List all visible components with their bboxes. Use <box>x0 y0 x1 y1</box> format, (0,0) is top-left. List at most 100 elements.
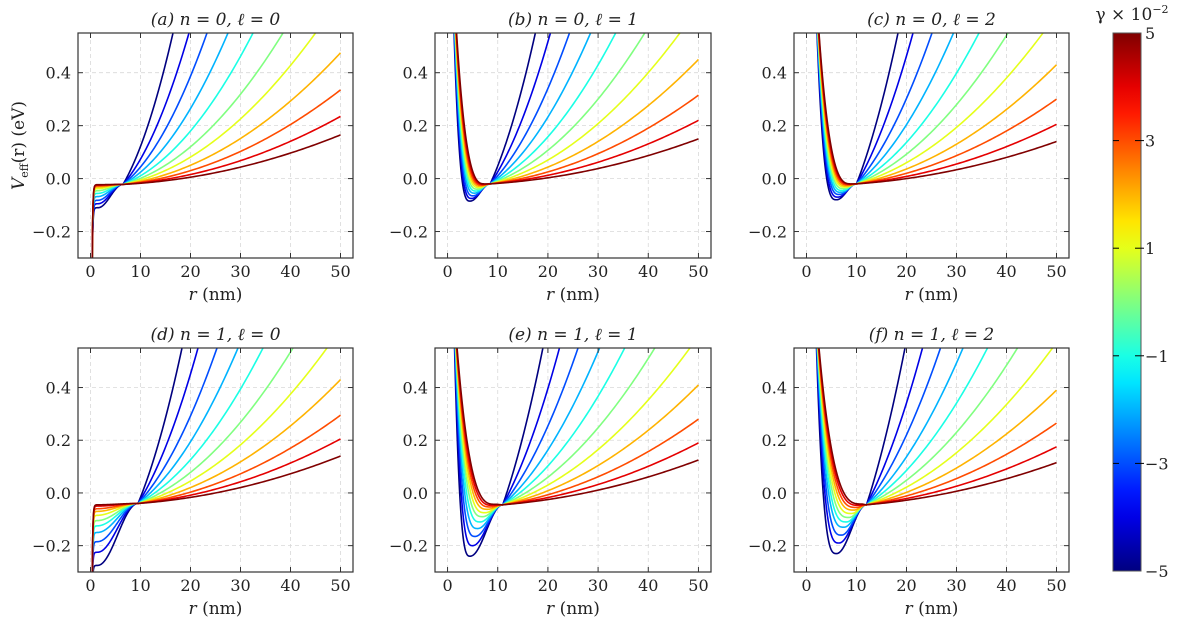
x-axis-label-unit: (nm) <box>554 285 600 305</box>
curve-gamma--1 <box>816 348 989 523</box>
x-tick-label: 50 <box>1046 576 1066 595</box>
x-axis-label: r (nm) <box>189 285 243 305</box>
x-tick-label: 40 <box>638 262 658 281</box>
curve-gamma-0 <box>91 33 284 258</box>
curves <box>815 348 1058 555</box>
subplot-title: (d) n = 1, ℓ = 0 <box>150 325 280 345</box>
x-tick-label: 0 <box>85 576 95 595</box>
colorbar-tick-label: −1 <box>1145 347 1169 366</box>
y-tick-label: −0.2 <box>748 537 787 556</box>
y-tick-label: 0.4 <box>403 379 428 398</box>
curve-gamma-1 <box>455 348 691 514</box>
subplot-e: 0 10 20 30 40 50 −0.2 0.0 0.2 0.4 (e) n = 1, ℓ = 1… <box>389 325 712 619</box>
subplot-c: 0 10 20 30 40 50 −0.2 0.0 0.2 0.4 (c) n = 0, ℓ = 2… <box>748 10 1070 305</box>
x-tick-label: 20 <box>180 262 200 281</box>
x-tick-label: 20 <box>896 576 916 595</box>
x-axis-label: r (nm) <box>905 599 959 619</box>
y-tick-label: 0.2 <box>762 117 787 136</box>
x-axis-label-unit: (nm) <box>197 599 243 619</box>
curve-gamma--5 <box>92 348 183 572</box>
y-axis-label: Veff(r) (eV) <box>9 101 31 190</box>
curve-gamma-5 <box>818 33 1057 185</box>
colorbar-tick-label: −3 <box>1145 454 1169 473</box>
curve-gamma-5 <box>91 134 341 258</box>
y-tick-label: 0.0 <box>403 170 428 189</box>
x-tick-label: 40 <box>996 576 1016 595</box>
subplot-d: 0 10 20 30 40 50 −0.2 0.0 0.2 0.4 (d) n = 1, ℓ = 0… <box>32 325 354 619</box>
curves <box>453 33 700 202</box>
axes-frame <box>77 347 354 573</box>
colorbar-gradient <box>1112 32 1142 572</box>
colorbar-label-main: γ × 10 <box>1095 5 1152 25</box>
axes-frame <box>434 32 712 259</box>
y-tick-label: 0.0 <box>762 170 787 189</box>
y-tick-label: 0.4 <box>403 64 428 83</box>
x-axis-label: r (nm) <box>905 285 959 305</box>
x-axis-label-var: r <box>905 285 914 305</box>
x-tick-label: 40 <box>638 576 658 595</box>
x-axis-label: r (nm) <box>546 285 600 305</box>
y-tick-label: 0.4 <box>762 379 787 398</box>
y-tick-label: −0.2 <box>32 537 71 556</box>
curve-gamma-3 <box>91 89 341 258</box>
curve-gamma-2 <box>91 379 342 572</box>
colorbar-tick-label: 5 <box>1145 24 1155 43</box>
x-axis-label-unit: (nm) <box>554 599 600 619</box>
x-tick-label: 10 <box>488 262 508 281</box>
x-tick-label: 0 <box>801 262 811 281</box>
curve-gamma--3 <box>454 348 579 538</box>
x-axis-label-var: r <box>546 285 555 305</box>
colorbar-tick-label: −5 <box>1145 562 1169 581</box>
y-tick-label: 0.0 <box>762 484 787 503</box>
x-tick-label: 50 <box>330 576 350 595</box>
x-axis-label-unit: (nm) <box>913 285 959 305</box>
x-tick-label: 0 <box>801 576 811 595</box>
x-axis-label-var: r <box>189 285 198 305</box>
curve-gamma--3 <box>91 33 208 258</box>
axes-frame <box>77 32 354 259</box>
x-axis-label-var: r <box>546 599 555 619</box>
y-tick-label: −0.2 <box>32 223 71 242</box>
x-tick-label: 50 <box>688 576 708 595</box>
x-tick-label: 30 <box>588 576 608 595</box>
curve-gamma-3 <box>91 414 341 572</box>
x-tick-label: 20 <box>538 262 558 281</box>
x-axis-label-unit: (nm) <box>913 599 959 619</box>
curve-gamma-4 <box>91 115 341 258</box>
curve-gamma--3 <box>91 348 218 572</box>
y-tick-label: 0.4 <box>46 64 71 83</box>
x-tick-label: 10 <box>488 576 508 595</box>
x-tick-label: 20 <box>180 576 200 595</box>
x-tick-label: 10 <box>130 576 150 595</box>
x-tick-label: 50 <box>330 262 350 281</box>
x-axis-label: r (nm) <box>189 599 243 619</box>
curve-gamma-4 <box>817 348 1057 507</box>
curve-gamma-0 <box>455 348 656 518</box>
x-tick-label: 40 <box>280 262 300 281</box>
x-axis-label: r (nm) <box>546 599 600 619</box>
curve-gamma-1 <box>817 348 1054 515</box>
y-tick-label: 0.0 <box>403 484 428 503</box>
curve-gamma--4 <box>454 348 561 547</box>
curves <box>453 348 700 557</box>
x-tick-label: 20 <box>538 576 558 595</box>
y-tick-label: −0.2 <box>389 537 428 556</box>
colorbar-tick-label: 1 <box>1145 239 1155 258</box>
colorbar-tick-label: 3 <box>1145 132 1155 151</box>
subplot-f: 0 10 20 30 40 50 −0.2 0.0 0.2 0.4 (f) n = 1, ℓ = 2… <box>748 325 1070 619</box>
y-tick-label: 0.2 <box>403 431 428 450</box>
y-axis-label-main: V <box>9 176 29 190</box>
colorbar: −5 −3 −1 1 3 5γ × 10−2 <box>1095 3 1168 581</box>
x-tick-label: 40 <box>280 576 300 595</box>
curve-gamma-3 <box>455 348 699 508</box>
y-tick-label: 0.4 <box>762 64 787 83</box>
y-tick-label: −0.2 <box>389 223 428 242</box>
x-tick-label: 30 <box>588 262 608 281</box>
subplot-title: (e) n = 1, ℓ = 1 <box>508 325 637 345</box>
axes-frame <box>434 347 712 573</box>
x-tick-label: 30 <box>230 262 250 281</box>
subplot-a: 0 10 20 30 40 50 −0.2 0.0 0.2 0.4 (a) n = 0, ℓ = 0… <box>9 10 354 305</box>
x-axis-label-var: r <box>905 599 914 619</box>
curve-gamma-3 <box>817 348 1057 509</box>
